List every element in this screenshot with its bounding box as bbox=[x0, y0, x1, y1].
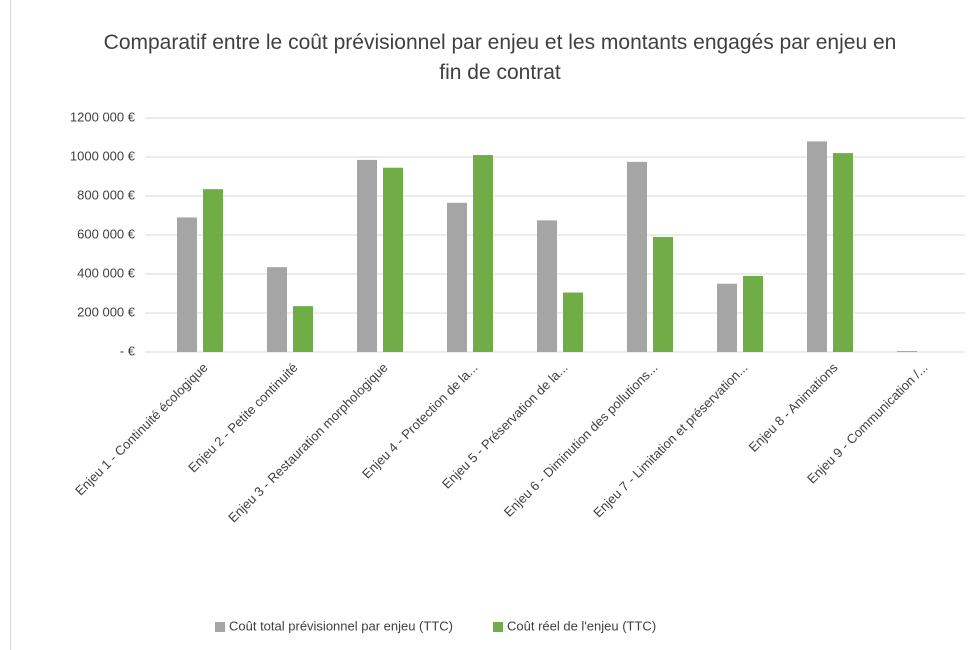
y-tick-label: 200 000 € bbox=[77, 304, 136, 319]
x-tick-label: Enjeu 6 - Diminution des pollutions... bbox=[501, 360, 661, 520]
x-tick-label: Enjeu 7 - Limitation et préservation... bbox=[590, 360, 750, 520]
bar bbox=[807, 141, 827, 352]
bar bbox=[203, 189, 223, 352]
bar bbox=[537, 220, 557, 352]
bar bbox=[717, 283, 737, 352]
y-tick-label: 1000 000 € bbox=[70, 148, 136, 163]
chart-border bbox=[10, 0, 11, 650]
bar bbox=[897, 351, 917, 352]
chart-title: Comparatif entre le coût prévisionnel pa… bbox=[103, 31, 897, 84]
bar bbox=[627, 161, 647, 352]
legend-swatch bbox=[493, 622, 503, 632]
bar bbox=[267, 267, 287, 352]
x-tick-label: Enjeu 8 - Animations bbox=[746, 360, 841, 455]
legend-label: Coût total prévisionnel par enjeu (TTC) bbox=[229, 618, 453, 633]
legend-label: Coût réel de l'enjeu (TTC) bbox=[507, 618, 656, 633]
bar bbox=[357, 159, 377, 352]
y-tick-label: 800 000 € bbox=[77, 187, 136, 202]
bar bbox=[177, 217, 197, 352]
legend-swatch bbox=[215, 622, 225, 632]
y-tick-label: - € bbox=[120, 343, 136, 358]
bar bbox=[473, 155, 493, 352]
bar bbox=[383, 167, 403, 352]
bar bbox=[653, 236, 673, 352]
bar bbox=[447, 202, 467, 352]
y-tick-label: 1200 000 € bbox=[70, 109, 136, 124]
bar bbox=[833, 153, 853, 352]
bar bbox=[743, 275, 763, 352]
bar bbox=[293, 306, 313, 352]
bar bbox=[563, 292, 583, 352]
y-tick-label: 400 000 € bbox=[77, 265, 136, 280]
y-tick-label: 600 000 € bbox=[77, 226, 136, 241]
x-tick-label: Enjeu 1 - Continuité écologique bbox=[72, 360, 210, 498]
x-tick-label: Enjeu 3 - Restauration morphologique bbox=[225, 360, 390, 525]
